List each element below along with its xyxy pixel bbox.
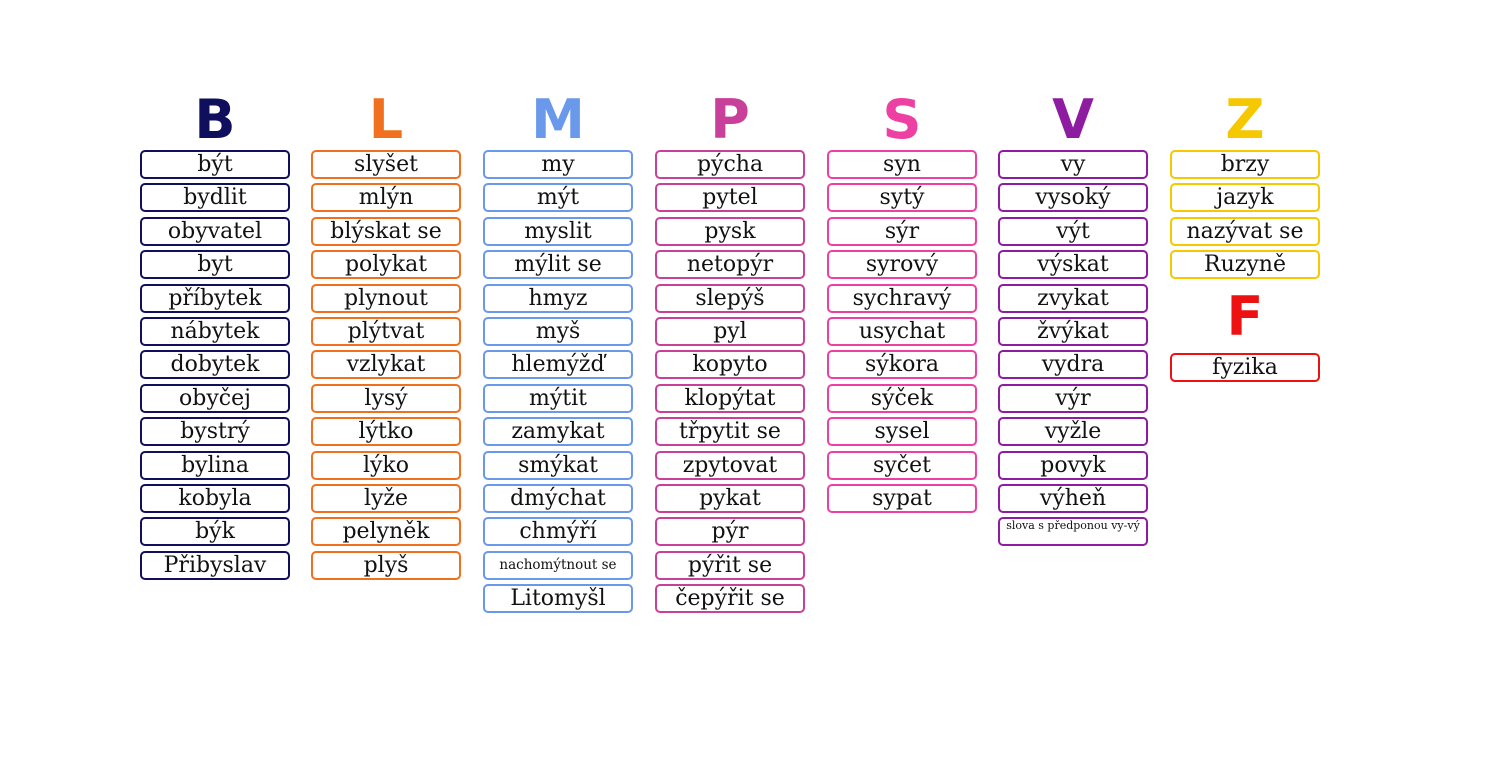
word-box-smykat: smýkat <box>483 450 633 480</box>
letter-heading-s: S <box>882 88 922 151</box>
word-box-bydlit: bydlit <box>140 183 290 213</box>
word-box-vyr: výr <box>998 383 1148 413</box>
word-box-lytko: lýtko <box>311 417 461 447</box>
word-box-obyvatel: obyvatel <box>140 216 290 246</box>
word-box-pribyslav: Přibyslav <box>140 550 290 580</box>
word-box-vyt: výt <box>998 216 1148 246</box>
word-box-myslit: myslit <box>483 216 633 246</box>
letter-heading-z: Z <box>1225 88 1265 151</box>
word-box-nazyvat-se: nazývat se <box>1170 216 1320 246</box>
word-box-slyset: slyšet <box>311 150 461 179</box>
word-box-sypat: sypat <box>827 483 977 513</box>
letter-heading-f: F <box>1226 285 1264 349</box>
word-box-hlemyzd: hlemýžď <box>483 350 633 380</box>
word-box-vyskat: výskat <box>998 250 1148 280</box>
word-box-syr: sýr <box>827 216 977 246</box>
word-box-lyko: lýko <box>311 450 461 480</box>
word-box-byt: být <box>140 150 290 179</box>
word-box-hmyz: hmyz <box>483 283 633 313</box>
word-box-pyrit-se: pýřit se <box>655 550 805 580</box>
word-box-obycej: obyčej <box>140 383 290 413</box>
word-box-polykat: polykat <box>311 250 461 280</box>
word-box-slova-s-predponou-vy-vy: slova s předponou vy-vý <box>998 517 1148 547</box>
word-box-mlyn: mlýn <box>311 183 461 213</box>
word-box-lysy: lysý <box>311 383 461 413</box>
word-box-byt: byt <box>140 250 290 280</box>
word-box-pycha: pýcha <box>655 150 805 179</box>
word-box-slepys: slepýš <box>655 283 805 313</box>
word-box-bylina: bylina <box>140 450 290 480</box>
word-box-nabytek: nábytek <box>140 316 290 346</box>
word-box-vy: vy <box>998 150 1148 179</box>
word-box-mylit-se: mýlit se <box>483 250 633 280</box>
word-box-pykat: pykat <box>655 483 805 513</box>
word-box-vydra: vydra <box>998 350 1148 380</box>
word-box-mys: myš <box>483 316 633 346</box>
word-box-sysel: sysel <box>827 417 977 447</box>
word-box-dobytek: dobytek <box>140 350 290 380</box>
word-box-cepyrit-se: čepýřit se <box>655 584 805 614</box>
word-box-fyzika: fyzika <box>1170 353 1320 383</box>
word-box-plytvat: plýtvat <box>311 316 461 346</box>
word-box-myt: mýt <box>483 183 633 213</box>
word-box-sycet: syčet <box>827 450 977 480</box>
word-box-byk: býk <box>140 517 290 547</box>
word-box-jazyk: jazyk <box>1170 183 1320 213</box>
word-box-syn: syn <box>827 150 977 179</box>
letter-heading-v: V <box>1052 88 1094 151</box>
word-box-klopytat: klopýtat <box>655 383 805 413</box>
word-box-mytit: mýtit <box>483 383 633 413</box>
word-box-kopyto: kopyto <box>655 350 805 380</box>
word-box-zpytovat: zpytovat <box>655 450 805 480</box>
word-box-pribytek: příbytek <box>140 283 290 313</box>
word-box-blyskat-se: blýskat se <box>311 216 461 246</box>
word-box-plys: plyš <box>311 550 461 580</box>
word-box-chmyri: chmýří <box>483 517 633 547</box>
word-box-my: my <box>483 150 633 179</box>
word-box-zvykat: zvykat <box>998 283 1148 313</box>
word-box-vysoky: vysoký <box>998 183 1148 213</box>
word-box-bystry: bystrý <box>140 417 290 447</box>
word-box-pytel: pytel <box>655 183 805 213</box>
word-box-pelynek: pelyněk <box>311 517 461 547</box>
word-box-syty: sytý <box>827 183 977 213</box>
word-box-dmychat: dmýchat <box>483 483 633 513</box>
word-box-sykora: sýkora <box>827 350 977 380</box>
word-box-kobyla: kobyla <box>140 483 290 513</box>
letter-heading-p: P <box>710 88 750 151</box>
word-box-pysk: pysk <box>655 216 805 246</box>
word-box-usychat: usychat <box>827 316 977 346</box>
word-box-pyl: pyl <box>655 316 805 346</box>
word-box-litomysl: Litomyšl <box>483 584 633 614</box>
word-box-plynout: plynout <box>311 283 461 313</box>
letter-heading-l: L <box>368 88 404 151</box>
word-box-netopyr: netopýr <box>655 250 805 280</box>
word-box-brzy: brzy <box>1170 150 1320 179</box>
word-box-nachomytnout-se: nachomýtnout se <box>483 550 633 580</box>
letter-heading-b: B <box>194 88 236 151</box>
word-box-ruzyne: Ruzyně <box>1170 250 1320 280</box>
word-box-lyze: lyže <box>311 483 461 513</box>
word-box-povyk: povyk <box>998 450 1148 480</box>
word-box-vyhen: výheň <box>998 483 1148 513</box>
word-box-zamykat: zamykat <box>483 417 633 447</box>
letter-heading-m: M <box>531 88 585 151</box>
word-box-vyzle: vyžle <box>998 417 1148 447</box>
word-box-zvykat: žvýkat <box>998 316 1148 346</box>
word-box-trpytit-se: třpytit se <box>655 417 805 447</box>
word-box-sychravy: sychravý <box>827 283 977 313</box>
word-box-pyr: pýr <box>655 517 805 547</box>
word-box-sycek: sýček <box>827 383 977 413</box>
word-box-syrovy: syrový <box>827 250 977 280</box>
word-box-vzlykat: vzlykat <box>311 350 461 380</box>
